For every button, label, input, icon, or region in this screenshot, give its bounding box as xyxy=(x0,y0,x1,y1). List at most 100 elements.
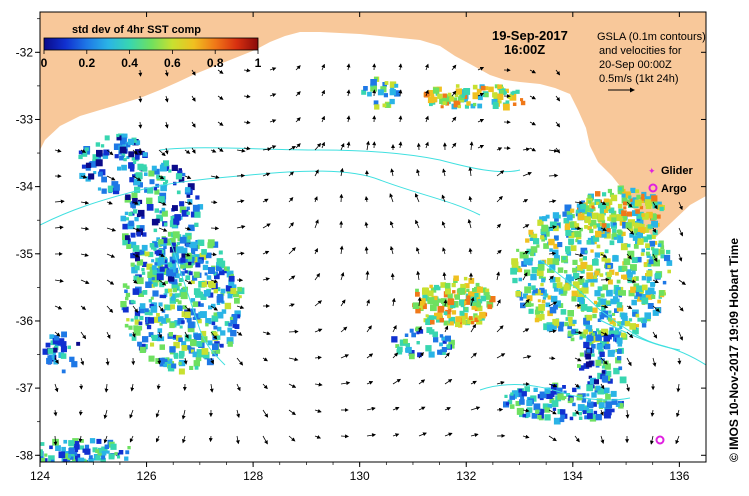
sst-cell xyxy=(159,282,165,288)
sst-cell xyxy=(480,85,486,91)
sst-cell xyxy=(158,316,164,322)
sst-cell xyxy=(572,387,577,393)
sst-cell xyxy=(205,260,209,264)
sst-cell xyxy=(101,455,106,460)
sst-cell xyxy=(161,162,165,166)
sst-cell xyxy=(568,317,573,322)
sst-cell xyxy=(134,311,141,317)
velocity-arrow xyxy=(106,279,115,285)
sst-cell xyxy=(230,273,234,278)
sst-cell xyxy=(181,341,187,347)
sst-cell xyxy=(117,166,121,171)
velocity-arrow xyxy=(208,435,213,443)
sst-cell xyxy=(618,366,623,371)
sst-cell xyxy=(507,94,512,99)
sst-cell xyxy=(591,353,595,357)
sst-cell xyxy=(542,216,548,222)
sst-cell xyxy=(48,455,55,462)
sst-cell xyxy=(216,311,224,319)
velocity-arrow xyxy=(676,409,680,418)
sst-cell xyxy=(666,260,673,266)
sst-cell xyxy=(211,315,219,322)
sst-cell xyxy=(664,254,671,262)
sst-cell xyxy=(190,262,194,266)
sst-cell xyxy=(601,370,606,374)
sst-cell xyxy=(151,259,155,263)
sst-cell xyxy=(577,240,582,245)
sst-cell xyxy=(543,243,549,249)
sst-cell xyxy=(455,88,463,95)
sst-cell xyxy=(577,404,585,411)
sst-cell xyxy=(85,162,92,168)
sst-cell xyxy=(104,135,110,141)
sst-cell xyxy=(500,90,504,94)
sst-cell xyxy=(190,339,197,347)
sst-cell xyxy=(566,211,573,217)
velocity-arrow xyxy=(364,246,369,255)
sst-cell xyxy=(592,259,599,266)
sst-cell xyxy=(438,298,443,303)
sst-cell xyxy=(149,179,155,185)
sst-cell xyxy=(197,351,203,358)
sst-cell xyxy=(579,331,587,339)
sst-cell xyxy=(178,282,182,287)
sst-cell xyxy=(652,291,656,295)
sst-cell xyxy=(621,265,628,272)
sst-cell xyxy=(187,321,195,329)
sst-cell xyxy=(474,317,479,322)
sst-cell xyxy=(645,199,652,206)
sst-cell xyxy=(138,209,145,217)
sst-cell xyxy=(511,390,519,398)
sst-cell xyxy=(156,214,163,222)
sst-cell xyxy=(646,246,651,251)
sst-cell xyxy=(475,282,480,287)
sst-cell xyxy=(234,324,240,329)
velocity-arrow xyxy=(468,166,473,177)
velocity-arrow xyxy=(210,252,217,257)
sst-cell xyxy=(383,93,388,98)
sst-cell xyxy=(153,316,160,323)
sst-cell xyxy=(553,417,561,425)
sst-cell xyxy=(163,363,168,368)
velocity-arrow xyxy=(313,196,318,203)
sst-cell xyxy=(586,384,594,392)
sst-cell xyxy=(615,271,619,276)
velocity-arrow xyxy=(236,383,241,392)
sst-cell xyxy=(114,452,118,456)
sst-cell xyxy=(591,344,596,349)
sst-cell xyxy=(113,184,120,191)
sst-cell xyxy=(432,331,438,338)
sst-cell xyxy=(108,453,115,460)
sst-cell xyxy=(160,255,164,259)
sst-cell xyxy=(142,290,148,295)
sst-cell xyxy=(586,314,593,321)
sst-cell xyxy=(518,392,523,398)
sst-cell xyxy=(529,237,533,241)
sst-cell xyxy=(530,246,538,253)
sst-cell xyxy=(134,186,141,193)
sst-cell xyxy=(560,413,566,418)
sst-cell xyxy=(167,275,175,282)
colorbar-tick-label: 1 xyxy=(255,56,262,70)
colorbar-bar xyxy=(43,37,259,51)
sst-cell xyxy=(50,459,55,462)
sst-cell xyxy=(595,302,601,307)
sst-cell xyxy=(445,335,451,342)
sst-cell xyxy=(131,266,138,274)
sst-cell xyxy=(134,319,140,325)
sst-cell xyxy=(181,247,188,254)
velocity-arrow xyxy=(600,409,604,416)
sst-cell xyxy=(657,299,661,304)
sst-cell xyxy=(433,284,440,291)
sst-cell xyxy=(97,171,103,177)
velocity-arrow xyxy=(496,147,503,152)
sst-cell xyxy=(433,337,439,343)
sst-cell xyxy=(657,243,662,247)
velocity-arrow xyxy=(346,141,351,149)
velocity-arrow xyxy=(398,89,403,97)
velocity-arrow xyxy=(288,303,295,308)
velocity-arrow xyxy=(652,227,657,233)
sst-cell xyxy=(389,89,396,96)
sst-cell xyxy=(591,205,595,209)
sst-cell xyxy=(616,214,624,222)
